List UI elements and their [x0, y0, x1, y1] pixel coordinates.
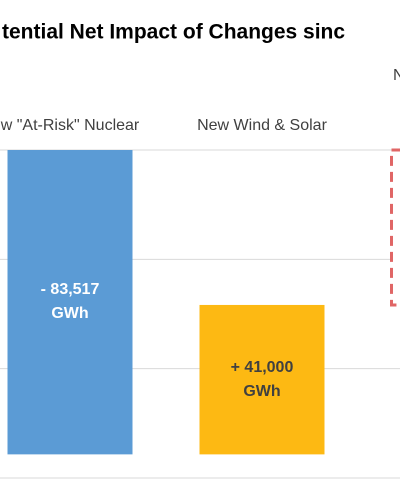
value-label: + 41,000 GWh — [230, 358, 294, 400]
x-category-label: New Wind & Solar — [197, 117, 327, 134]
chart-title: tential Net Impact of Changes sinc — [2, 21, 345, 44]
bar — [390, 148, 400, 307]
annotation: N — [393, 67, 400, 84]
bar — [199, 304, 325, 455]
bar — [7, 150, 133, 455]
value-label: - 83,517 GWh — [40, 281, 100, 323]
x-category-label: w "At-Risk" Nuclear — [0, 117, 140, 134]
